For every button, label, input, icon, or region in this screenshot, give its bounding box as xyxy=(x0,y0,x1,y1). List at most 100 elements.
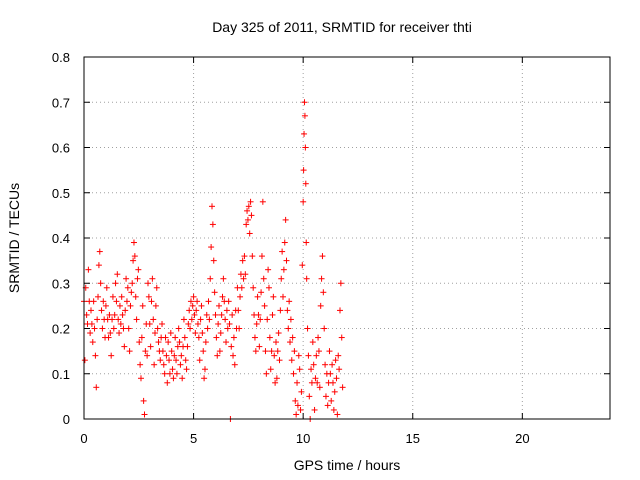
data-point xyxy=(285,325,292,332)
data-point xyxy=(124,284,131,291)
data-point xyxy=(272,379,279,386)
data-point xyxy=(179,375,186,382)
data-point xyxy=(99,325,106,332)
y-tick-label: 0 xyxy=(63,412,70,427)
data-point xyxy=(106,311,113,318)
data-point xyxy=(85,266,92,273)
x-tick-label: 0 xyxy=(80,431,87,446)
data-point xyxy=(331,388,338,395)
data-point xyxy=(249,253,256,260)
data-point xyxy=(284,307,291,314)
data-point xyxy=(137,375,144,382)
data-point xyxy=(310,361,317,368)
data-point xyxy=(186,307,193,314)
chart-title: Day 325 of 2011, SRMTID for receiver tht… xyxy=(212,19,472,35)
data-point xyxy=(275,330,282,337)
data-point xyxy=(108,352,115,359)
data-point xyxy=(297,406,304,413)
data-point xyxy=(292,397,299,404)
data-point xyxy=(197,316,204,323)
data-point xyxy=(163,352,170,359)
x-tick-label: 10 xyxy=(296,431,310,446)
data-point xyxy=(293,411,300,418)
data-point xyxy=(316,384,323,391)
data-point xyxy=(135,266,142,273)
data-point xyxy=(114,271,121,278)
data-point xyxy=(133,316,140,323)
data-point xyxy=(277,307,284,314)
data-point xyxy=(136,339,143,346)
data-point xyxy=(244,216,251,223)
data-point xyxy=(301,99,308,106)
data-point xyxy=(319,253,326,260)
data-point xyxy=(308,366,315,373)
data-point xyxy=(247,198,254,205)
data-point xyxy=(172,334,179,341)
data-point xyxy=(207,275,214,282)
data-point xyxy=(334,411,341,418)
data-point xyxy=(266,334,273,341)
data-point xyxy=(216,348,223,355)
data-point xyxy=(324,402,331,409)
data-point xyxy=(229,311,236,318)
data-point xyxy=(276,357,283,364)
data-point xyxy=(109,316,116,323)
data-point xyxy=(206,316,213,323)
data-point xyxy=(236,325,243,332)
data-point xyxy=(271,352,278,359)
data-point xyxy=(88,307,95,314)
data-point xyxy=(167,330,174,337)
data-point xyxy=(159,320,166,327)
data-point xyxy=(306,393,313,400)
data-point xyxy=(309,339,316,346)
data-point xyxy=(191,311,198,318)
data-point xyxy=(164,379,171,386)
data-point xyxy=(279,248,286,255)
data-point xyxy=(231,361,238,368)
data-point xyxy=(219,293,226,300)
data-point xyxy=(283,257,290,264)
data-point xyxy=(226,320,233,327)
data-point xyxy=(195,334,202,341)
data-point xyxy=(95,293,102,300)
data-point xyxy=(329,379,336,386)
y-tick-labels: 0 0.1 0.2 0.3 0.4 0.5 0.6 0.7 0.8 xyxy=(52,50,70,427)
data-point xyxy=(182,357,189,364)
data-point xyxy=(149,275,156,282)
data-point xyxy=(320,289,327,296)
data-point xyxy=(239,257,246,264)
data-point xyxy=(300,167,307,174)
data-point xyxy=(308,379,315,386)
data-point xyxy=(126,348,133,355)
data-point xyxy=(330,406,337,413)
data-point xyxy=(270,293,277,300)
data-point xyxy=(327,370,334,377)
data-point xyxy=(147,343,154,350)
data-point xyxy=(217,330,224,337)
data-point xyxy=(188,316,195,323)
data-point xyxy=(138,334,145,341)
data-point xyxy=(200,348,207,355)
data-point xyxy=(132,293,139,300)
data-point xyxy=(97,280,104,287)
data-point xyxy=(198,302,205,309)
data-point xyxy=(289,334,296,341)
data-point xyxy=(127,302,134,309)
data-point xyxy=(113,298,120,305)
data-point xyxy=(235,307,242,314)
data-point xyxy=(92,352,99,359)
data-point xyxy=(129,280,136,287)
data-point xyxy=(322,393,329,400)
data-point xyxy=(120,325,127,332)
data-point xyxy=(248,212,255,219)
data-point xyxy=(218,311,225,318)
data-point xyxy=(294,402,301,409)
data-point xyxy=(208,244,215,251)
y-tick-label: 0.3 xyxy=(52,276,70,291)
data-point xyxy=(336,366,343,373)
data-point xyxy=(244,207,251,214)
data-point xyxy=(184,343,191,350)
data-point xyxy=(88,320,95,327)
data-point xyxy=(155,339,162,346)
data-point xyxy=(100,298,107,305)
